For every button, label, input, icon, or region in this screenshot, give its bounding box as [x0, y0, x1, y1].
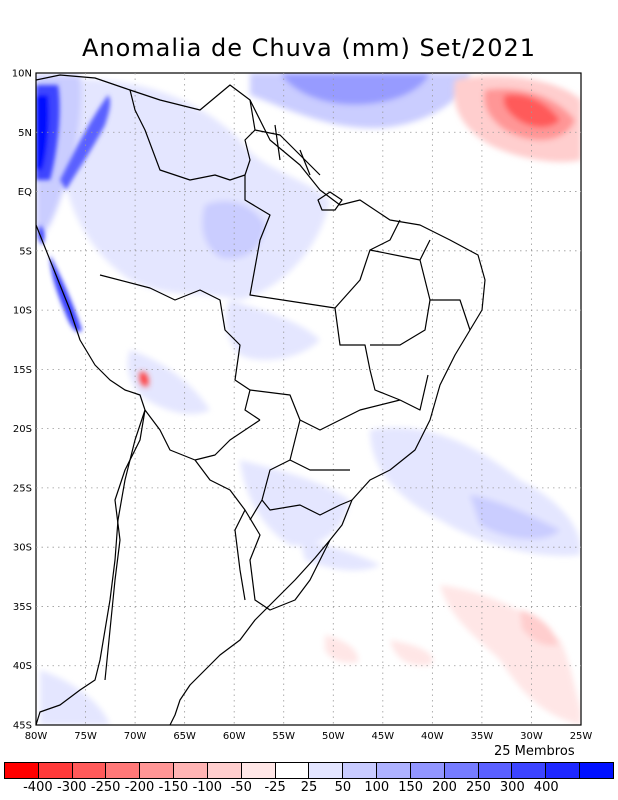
longitude-axis-labels: 80W 75W 70W 65W 60W 55W 50W 45W 40W 35W 30W 25W: [25, 731, 593, 742]
y-tick-label: 5S: [19, 246, 32, 257]
y-tick-label: 30S: [13, 543, 32, 554]
positive-anomaly-central: [225, 300, 320, 360]
plot-frame: [35, 72, 582, 726]
colorbar-swatch: [38, 763, 73, 778]
negative-anomaly-south-atlantic-core: [520, 610, 558, 646]
colorbar-swatch: [546, 763, 581, 778]
x-tick-label: 55W: [272, 731, 295, 742]
x-tick-label: 45W: [372, 731, 395, 742]
colorbar-swatch: [478, 763, 513, 778]
marajo-island: [317, 191, 343, 211]
brazil-internal-states: [249, 219, 471, 521]
colorbar-label: -300: [57, 780, 87, 795]
positive-anomaly-south-atlantic-core: [470, 495, 560, 540]
colorbar-swatch: [309, 763, 344, 778]
guianas: [249, 99, 311, 176]
colorbar-swatch: [106, 763, 141, 778]
positive-anomaly-central-amazon: [202, 201, 265, 259]
colorbar-swatch: [140, 763, 175, 778]
colorbar-label: 300: [499, 780, 525, 795]
colorbar-label: -250: [90, 780, 121, 795]
y-tick-label: 45S: [13, 721, 32, 732]
positive-anomaly-north-atlantic-core: [280, 73, 430, 105]
colorbar-label: -400: [23, 780, 53, 795]
brazil-west-border: [99, 274, 261, 421]
latitude-axis-labels: 10N 5N EQ 5S 10S 15S 20S 25S 30S 35S 40S 45S: [12, 69, 32, 732]
x-tick-label: 50W: [322, 731, 345, 742]
negative-anomaly-argentina-coast: [325, 635, 359, 663]
positive-anomaly-south-atlantic: [370, 427, 581, 556]
colorbar-swatch: [207, 763, 242, 778]
colorbar-label: -100: [192, 780, 223, 795]
colorbar-swatch: [174, 763, 208, 778]
colorbar-label: 400: [533, 780, 559, 795]
strong-anomaly-ecuador: [38, 225, 45, 245]
gridlines: [36, 73, 581, 725]
y-tick-label: 20S: [13, 424, 32, 435]
colorbar-swatch: [241, 763, 276, 778]
colorbar-label: -200: [124, 780, 155, 795]
south-america-coastline: [36, 74, 486, 725]
y-tick-label: 35S: [13, 602, 32, 613]
colorbar-swatch: [343, 763, 378, 778]
x-tick-label: 60W: [223, 731, 246, 742]
strong-anomaly-peru-coast: [50, 255, 82, 332]
y-tick-label: 10N: [12, 69, 32, 80]
colorbar-swatch: [72, 763, 107, 778]
negative-anomaly-south-atlantic: [440, 585, 581, 725]
colorbar: [4, 762, 614, 779]
colorbar-label: 50: [334, 780, 352, 795]
negative-anomaly-north-atlantic-core: [503, 94, 560, 128]
x-tick-label: 75W: [74, 731, 97, 742]
colorbar-swatch: [444, 763, 479, 778]
southern-borders: [104, 409, 331, 681]
x-tick-label: 65W: [173, 731, 196, 742]
colorbar-label: 200: [432, 780, 457, 795]
colorbar-swatch: [377, 763, 411, 778]
x-tick-label: 25W: [570, 731, 593, 742]
strong-anomaly-andes-ridge: [60, 95, 111, 190]
colorbar-label: 25: [300, 780, 318, 795]
colorbar-swatch: [580, 763, 613, 778]
colorbar-labels: -400 -300 -250 -200 -150 -100 -50 -25 25 50 100 150…: [0, 780, 618, 798]
colorbar-swatch: [5, 763, 39, 778]
positive-anomaly-coast-south: [300, 540, 380, 571]
colorbar-swatch: [275, 763, 310, 778]
y-tick-label: 40S: [13, 661, 32, 672]
x-tick-label: 80W: [25, 731, 48, 742]
colorbar-label: -25: [264, 780, 286, 795]
colorbar-swatch: [512, 763, 547, 778]
y-tick-label: 10S: [13, 306, 32, 317]
colorbar-label: -150: [158, 780, 189, 795]
negative-anomaly-south-coast-2: [390, 640, 433, 666]
colorbar-label: -50: [230, 780, 252, 795]
positive-anomaly-north-amazon: [58, 79, 330, 301]
chart-title: Anomalia de Chuva (mm) Set/2021: [81, 34, 537, 62]
x-tick-label: 70W: [124, 731, 147, 742]
y-tick-label: 15S: [13, 365, 32, 376]
anomaly-field: [36, 73, 581, 725]
positive-anomaly-patagonia: [40, 670, 110, 725]
colorbar-label: 250: [466, 780, 491, 795]
y-tick-label: 5N: [18, 128, 32, 139]
x-tick-label: 35W: [471, 731, 494, 742]
y-tick-label: 25S: [13, 483, 32, 494]
y-tick-label: EQ: [18, 187, 32, 198]
x-tick-label: 40W: [421, 731, 444, 742]
ensemble-members-label: 25 Membros: [494, 744, 575, 759]
colorbar-label: 100: [364, 780, 390, 795]
x-tick-label: 30W: [520, 731, 543, 742]
negative-anomaly-bolivia-spot: [139, 371, 149, 387]
positive-anomaly-bolivia: [127, 350, 210, 415]
colorbar-swatch: [410, 763, 445, 778]
colorbar-label: 150: [398, 780, 424, 795]
